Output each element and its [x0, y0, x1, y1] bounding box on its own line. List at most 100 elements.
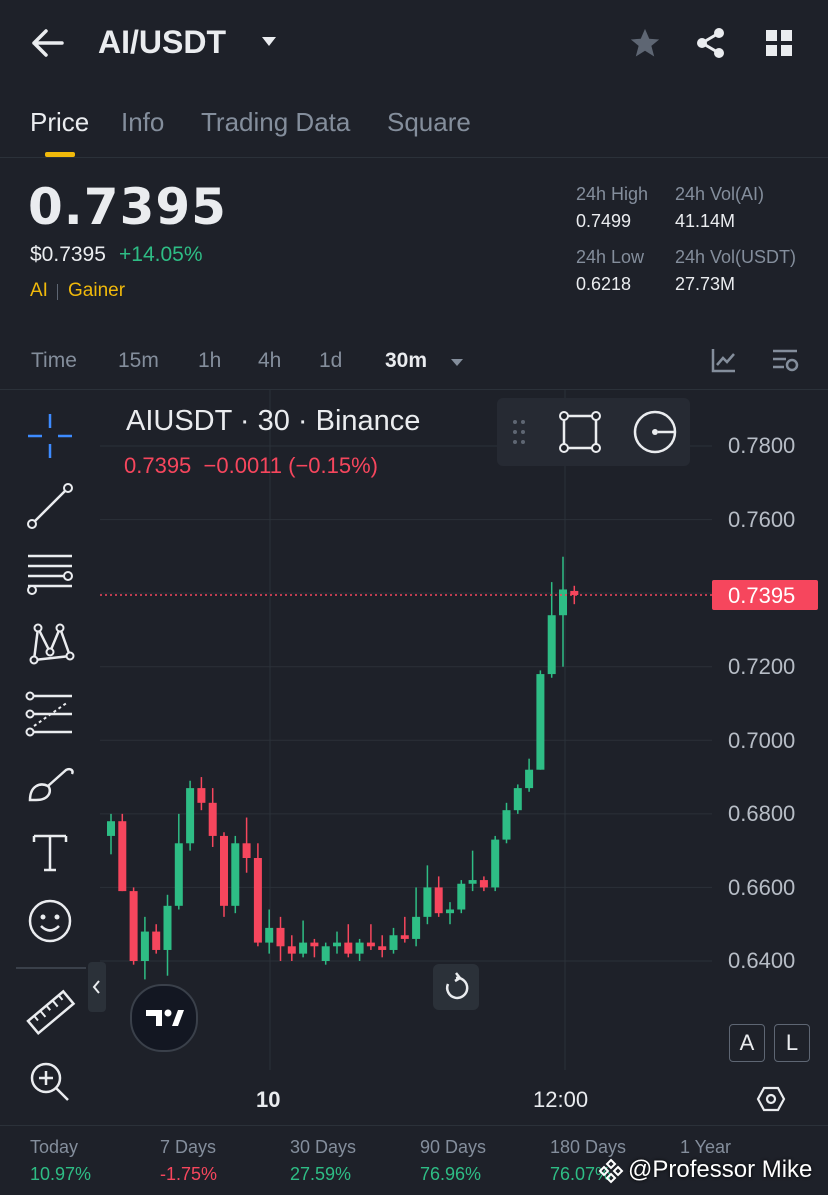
rectangle-select-icon[interactable]: [558, 410, 602, 454]
candle-body: [423, 887, 432, 917]
timeframe-divider: [0, 389, 828, 390]
candle-body: [513, 788, 522, 811]
share-icon[interactable]: [694, 26, 728, 60]
y-tick-label: 0.6400: [728, 948, 796, 973]
perf-value-180d: 76.07%: [550, 1164, 612, 1184]
vol-usdt-label: 24h Vol(USDT): [675, 247, 797, 267]
favorite-star-icon[interactable]: [628, 26, 662, 60]
y-tick-label: 0.7600: [728, 507, 796, 532]
timeframe-4h[interactable]: 4h: [258, 349, 282, 372]
tab-price[interactable]: Price: [30, 107, 90, 137]
y-tick-label: 0.6600: [728, 875, 796, 900]
performance-strip: [0, 1125, 828, 1195]
candle-body: [479, 880, 488, 888]
candle-body: [174, 843, 183, 906]
candle-body: [140, 931, 149, 961]
perf-value-30d: 27.59%: [290, 1164, 352, 1184]
last-price-marker-label: 0.7395: [728, 583, 796, 608]
candle-body: [287, 946, 296, 954]
candle-body: [129, 891, 138, 961]
last-price-marker: [712, 580, 818, 610]
low-label: 24h Low: [576, 247, 645, 267]
candle-body: [389, 935, 398, 950]
candle-body: [333, 942, 341, 947]
pair-dropdown-icon[interactable]: [260, 34, 278, 48]
perf-label-7d: 7 Days: [160, 1137, 217, 1157]
zoom-in-icon[interactable]: [22, 1054, 78, 1110]
trend-line-icon[interactable]: [22, 478, 78, 534]
perf-label-today: Today: [30, 1137, 79, 1157]
text-tool-icon[interactable]: [22, 824, 78, 880]
collapse-toolbar-button[interactable]: [88, 962, 106, 1012]
candle-body: [118, 821, 127, 892]
perf-label-180d: 180 Days: [550, 1137, 627, 1157]
pattern-tool-icon[interactable]: [22, 616, 78, 672]
price-usd: $0.7395: [30, 243, 106, 266]
chart-symbol: AIUSDT · 30 · Binance: [126, 405, 421, 437]
candle-body: [253, 858, 262, 943]
tools-divider: [16, 967, 86, 969]
candle-body: [491, 839, 500, 888]
candle-body: [265, 927, 274, 943]
timeframe-1d[interactable]: 1d: [319, 349, 343, 372]
drag-handle-icon[interactable]: [510, 418, 528, 446]
chart-ohlc: 0.7395 −0.0011 (−0.15%): [124, 453, 379, 478]
emoji-icon[interactable]: [22, 893, 78, 949]
candle-body: [276, 927, 285, 947]
fib-retracement-icon[interactable]: [22, 686, 78, 742]
reset-chart-button[interactable]: [433, 964, 479, 1010]
tab-square[interactable]: Square: [387, 107, 471, 137]
tab-active-indicator: [45, 152, 75, 157]
indicator-icon[interactable]: [710, 346, 738, 374]
brush-icon[interactable]: [22, 756, 78, 812]
vol-usdt-value: 27.73M: [675, 274, 736, 294]
ruler-icon[interactable]: [22, 985, 78, 1041]
candle-body: [434, 887, 443, 914]
tag-ai[interactable]: AI: [30, 280, 48, 301]
candle-body: [220, 835, 228, 906]
watermark-text: @Professor Mike: [628, 1156, 813, 1183]
binance-watermark-icon: [598, 1158, 624, 1184]
candle-body: [547, 615, 556, 675]
candle-body: [457, 883, 466, 910]
back-arrow-icon[interactable]: [30, 26, 66, 60]
timeframe-time[interactable]: Time: [31, 349, 77, 372]
candle-body: [208, 802, 217, 836]
candle-body: [412, 916, 421, 939]
high-value: 0.7499: [576, 211, 632, 231]
tab-trading-data[interactable]: Trading Data: [201, 107, 351, 137]
low-value: 0.6218: [576, 274, 632, 294]
vol-ai-value: 41.14M: [675, 211, 736, 231]
tag-gainer[interactable]: Gainer: [68, 280, 126, 301]
candle-body: [355, 942, 364, 954]
perf-value-today: 10.97%: [30, 1164, 92, 1184]
candle-body: [163, 905, 172, 950]
candle-body: [299, 942, 308, 954]
candlestick-chart[interactable]: [100, 390, 828, 1125]
timeframe-30m[interactable]: 30m: [385, 349, 428, 372]
crosshair-icon[interactable]: [22, 408, 78, 464]
y-tick-label: 0.7800: [728, 433, 796, 458]
vol-ai-label: 24h Vol(AI): [675, 184, 765, 204]
x-tick-label: 10: [256, 1087, 281, 1112]
timeframe-15m[interactable]: 15m: [118, 349, 159, 372]
high-label: 24h High: [576, 184, 649, 204]
candle-body: [570, 590, 579, 595]
timeframe-1h[interactable]: 1h: [198, 349, 222, 372]
tradingview-logo[interactable]: [130, 984, 198, 1052]
axis-settings-icon[interactable]: [756, 1084, 786, 1114]
candle-body: [502, 810, 511, 840]
perf-value-90d: 76.96%: [420, 1164, 482, 1184]
candle-body: [446, 909, 454, 914]
parallel-lines-icon[interactable]: [22, 546, 78, 602]
timeframe-dropdown-icon[interactable]: [450, 354, 464, 366]
grid-menu-icon[interactable]: [764, 28, 794, 58]
chart-settings-icon[interactable]: [770, 346, 800, 374]
auto-scale-toggle[interactable]: A: [729, 1024, 765, 1062]
pair-title[interactable]: AI/USDT: [98, 24, 226, 60]
log-scale-toggle[interactable]: L: [774, 1024, 810, 1062]
tab-info[interactable]: Info: [121, 107, 165, 137]
tabs-divider: [0, 157, 828, 158]
chart-panel[interactable]: [100, 390, 828, 1125]
circle-tool-icon[interactable]: [631, 408, 679, 456]
